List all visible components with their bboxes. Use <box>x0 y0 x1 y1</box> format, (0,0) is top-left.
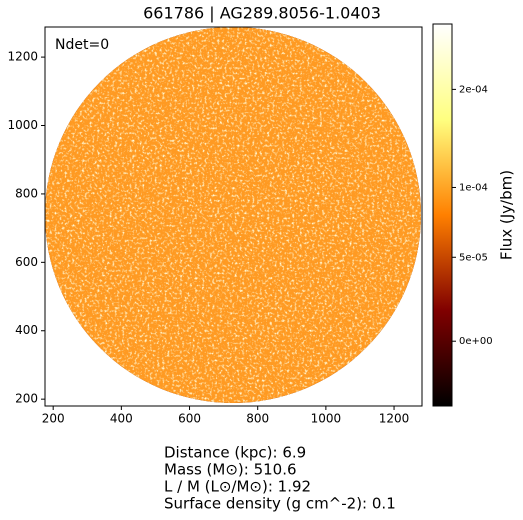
y-tick-label: 1200 <box>7 50 38 64</box>
x-tick-label: 600 <box>178 412 201 426</box>
x-tick-label: 800 <box>246 412 269 426</box>
y-tick-label: 600 <box>15 255 38 269</box>
y-tick-label: 200 <box>15 392 38 406</box>
colorbar <box>432 23 453 407</box>
x-tick-label: 400 <box>110 412 133 426</box>
colorbar-tick-label: 5e-05 <box>459 252 488 263</box>
note-line: Mass (M⊙): 510.6 <box>164 461 297 479</box>
plot-frame <box>44 26 423 407</box>
colorbar-label: Flux (Jy/bm) <box>498 170 516 260</box>
chart-title: 661786 | AG289.8056-1.0403 <box>143 4 381 23</box>
y-tick-label: 1000 <box>7 118 38 132</box>
x-tick-label: 1200 <box>379 412 410 426</box>
x-tick-label: 200 <box>42 412 65 426</box>
y-tick-label: 800 <box>15 186 38 200</box>
x-tick-label: 1000 <box>311 412 342 426</box>
colorbar-tick-label: 2e-04 <box>459 84 488 95</box>
colorbar-tick-label: 0e+00 <box>459 336 493 347</box>
note-line: L / M (L⊙/M⊙): 1.92 <box>164 478 311 496</box>
colorbar-tick-label: 1e-04 <box>459 182 488 193</box>
image <box>45 27 421 403</box>
note-line: Surface density (g cm^-2): 0.1 <box>164 495 396 513</box>
note-line: Distance (kpc): 6.9 <box>164 444 306 462</box>
y-tick-label: 400 <box>15 323 38 337</box>
annotation: Ndet=0 <box>55 37 109 53</box>
